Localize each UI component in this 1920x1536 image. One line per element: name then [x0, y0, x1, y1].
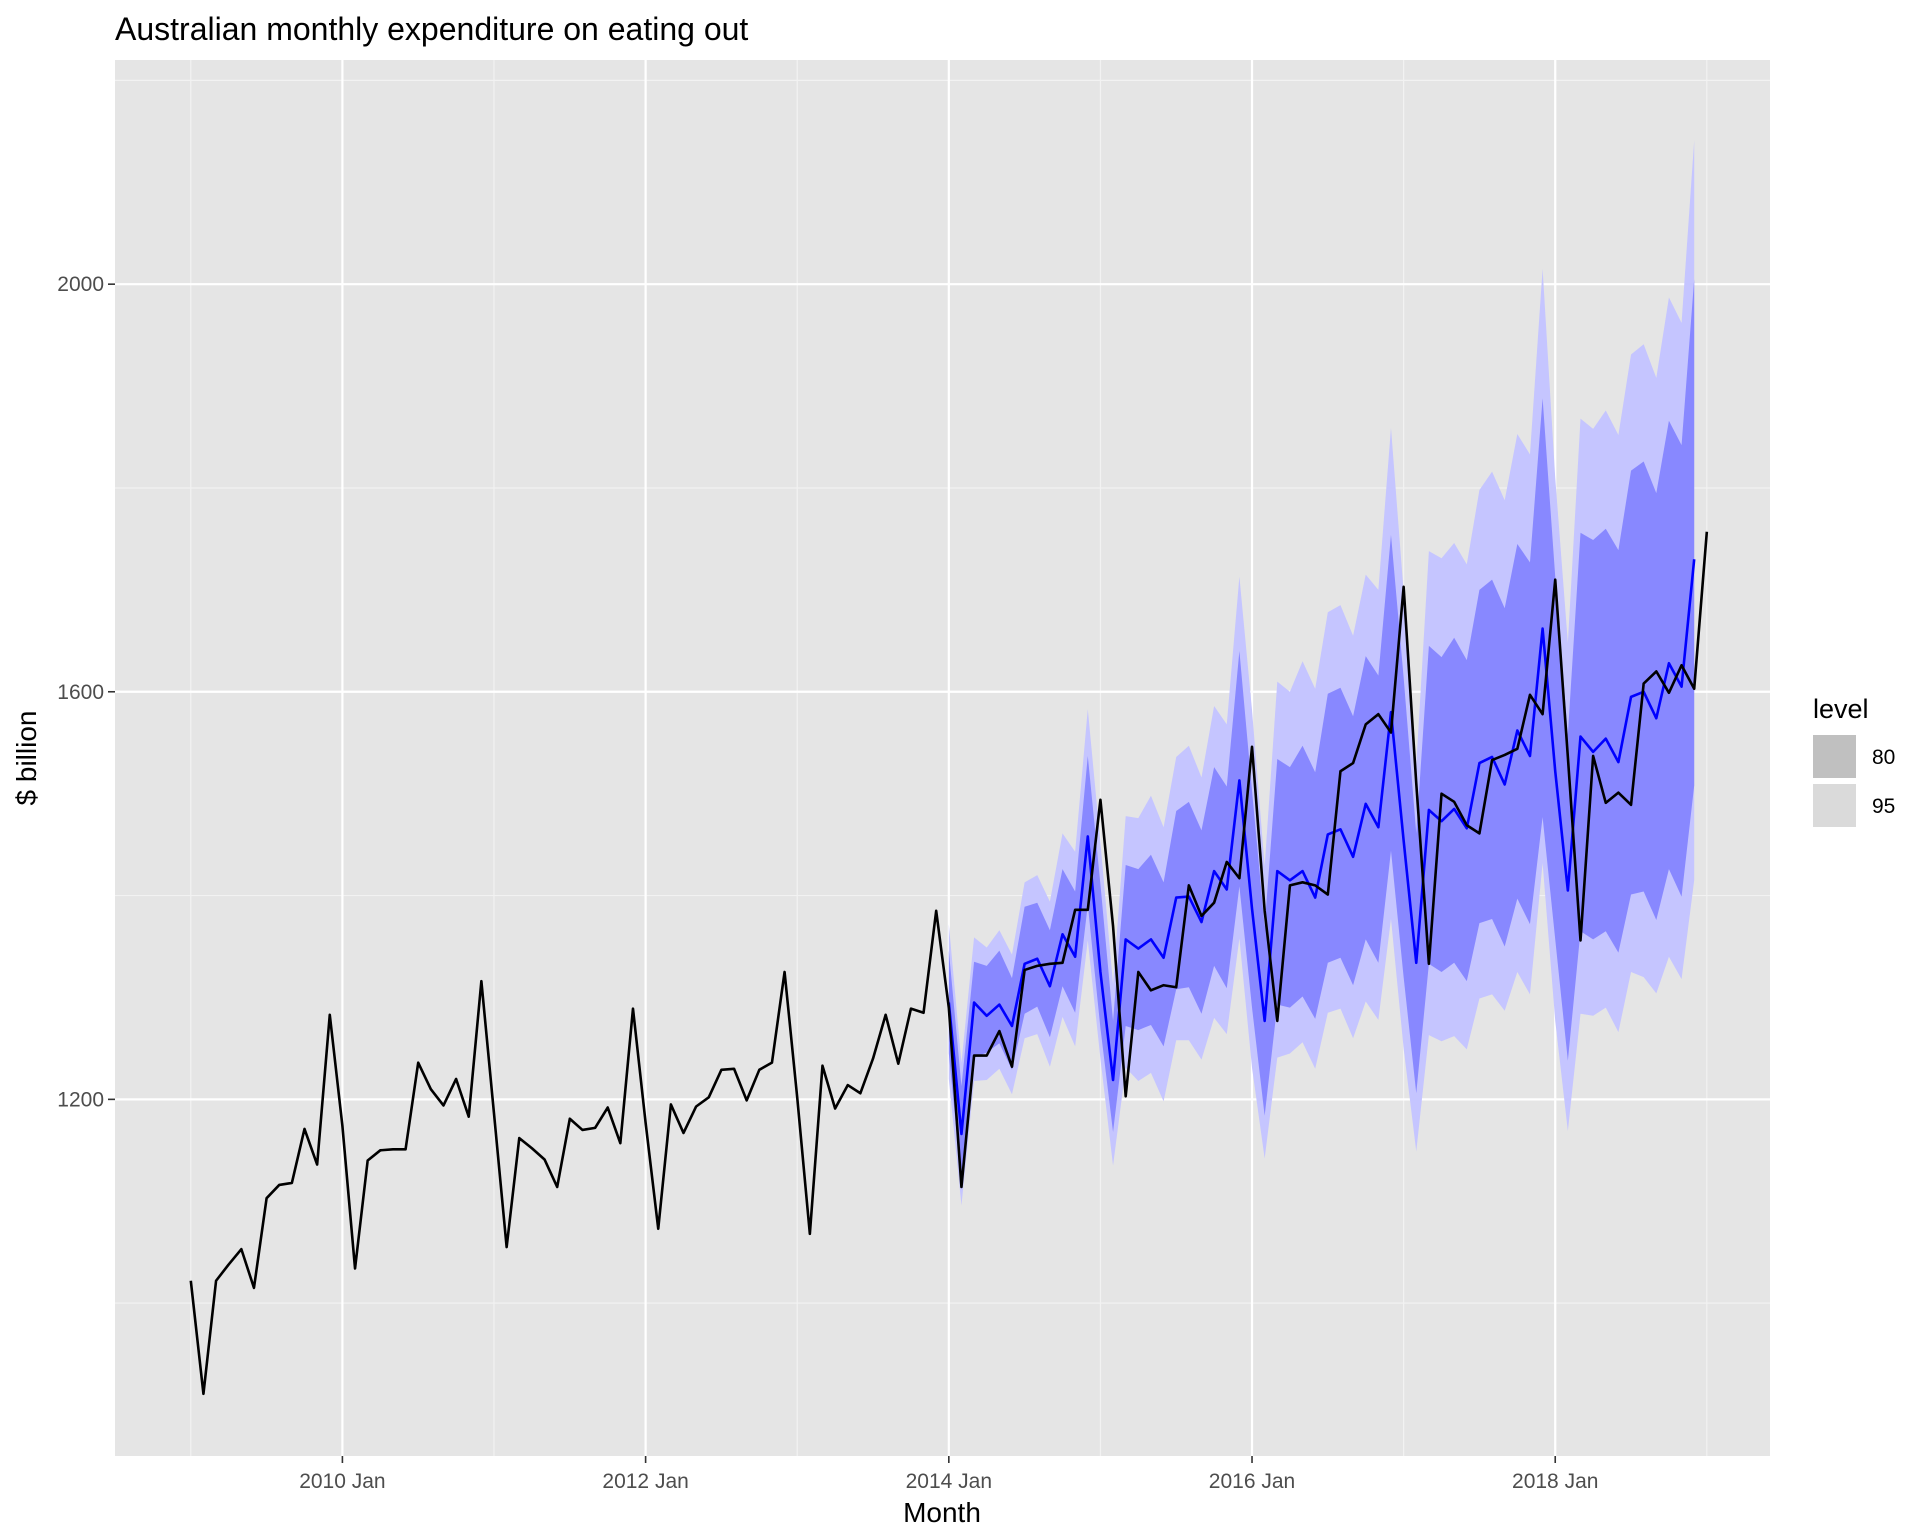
x-tick-label: 2014 Jan — [906, 1470, 992, 1493]
x-tick-label: 2010 Jan — [299, 1470, 385, 1493]
x-axis-title: Month — [903, 1497, 981, 1528]
legend: level 80 95 — [1813, 694, 1895, 827]
legend-key-95 — [1813, 784, 1856, 827]
interval-band-80 — [948, 279, 1695, 1182]
x-tick-label: 2012 Jan — [602, 1470, 688, 1493]
legend-label-80: 80 — [1872, 746, 1895, 769]
y-tick-label: 1200 — [57, 1088, 104, 1111]
legend-key-80 — [1813, 735, 1856, 778]
x-tick-label: 2016 Jan — [1209, 1470, 1295, 1493]
x-axis: 2010 Jan 2012 Jan 2014 Jan 2016 Jan 2018 Jan — [299, 1456, 1598, 1493]
grid-minor — [115, 60, 1770, 1456]
actual-line — [189, 531, 1709, 1396]
y-axis: 1200 1600 2000 — [57, 273, 115, 1111]
y-axis-title: $ billion — [11, 711, 42, 806]
legend-title: level — [1813, 694, 1869, 724]
forecast-line — [947, 559, 1696, 1136]
legend-label-95: 95 — [1872, 795, 1895, 818]
x-tick-label: 2018 Jan — [1512, 1470, 1598, 1493]
prediction-interval-bands — [948, 140, 1695, 1206]
chart-title: Australian monthly expenditure on eating… — [115, 11, 748, 47]
series-lines — [189, 531, 1709, 1396]
y-tick-label: 1600 — [57, 681, 104, 704]
y-tick-label: 2000 — [57, 273, 104, 296]
